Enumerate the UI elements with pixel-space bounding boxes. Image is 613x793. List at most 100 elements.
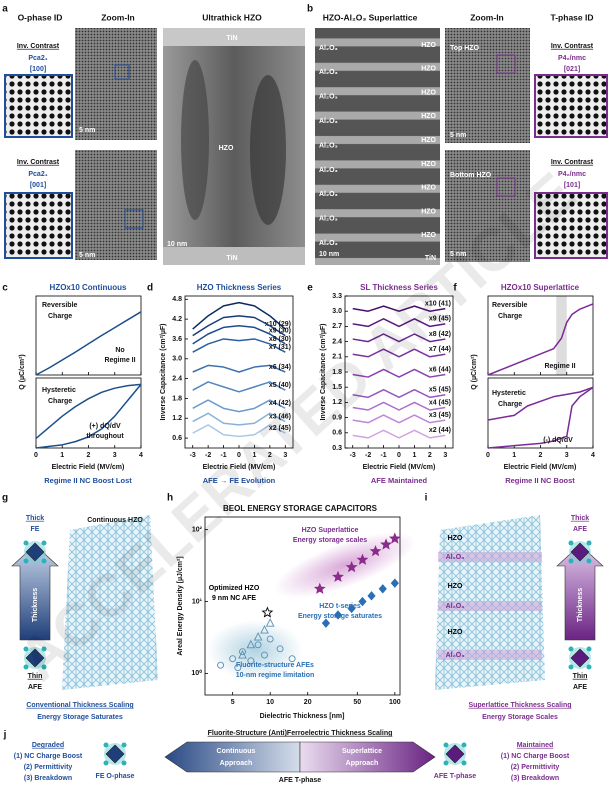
data-line xyxy=(192,364,286,373)
label: [001] xyxy=(30,182,46,189)
label: HZO xyxy=(421,208,436,215)
data-point xyxy=(265,618,275,627)
label: Thickness xyxy=(577,588,584,622)
x-tick-label: 3 xyxy=(283,452,287,459)
annotation: Charge xyxy=(48,398,72,405)
y-tick-label: 3.0 xyxy=(172,356,182,363)
label: AFE T-phase xyxy=(434,773,477,780)
icon xyxy=(25,648,45,668)
y-tick-label: 0.3 xyxy=(332,445,342,452)
label: HZO xyxy=(448,535,463,542)
legend-label: x6 (44) xyxy=(429,366,451,373)
axis-label: Electric Field (MV/cm) xyxy=(203,464,276,471)
legend-label: x4 (42) xyxy=(269,400,291,407)
icon xyxy=(445,744,465,764)
legend-label: x3 (45) xyxy=(429,412,451,419)
legend-label: x2 (45) xyxy=(269,425,291,432)
label: Al₂O₃ xyxy=(319,94,338,101)
label: Energy Storage Scales xyxy=(482,714,558,721)
y-tick-label: 0.6 xyxy=(172,435,182,442)
label: FE O-phase xyxy=(96,773,135,780)
label: Regime II NC Boost Lost xyxy=(44,476,132,485)
x-tick-label: 2 xyxy=(539,452,543,459)
label: Ultrathick HZO xyxy=(202,12,262,22)
label: SL Thickness Series xyxy=(360,283,438,292)
label: Zoom-In xyxy=(470,12,504,22)
data-point xyxy=(239,648,246,656)
data-line xyxy=(35,383,142,449)
label: AFE → FE Evolution xyxy=(203,476,276,485)
data-point xyxy=(238,650,247,659)
annotation: HZO Superlattice xyxy=(302,527,359,534)
label: Thin xyxy=(573,673,588,680)
data-point xyxy=(261,606,274,618)
data-point xyxy=(254,641,262,649)
label: HZO xyxy=(448,629,463,636)
lattice-image xyxy=(534,74,608,138)
label: Al₂O₃ xyxy=(319,240,338,247)
x-tick-label: 0 xyxy=(34,452,38,459)
y-tick-label: 3.0 xyxy=(332,308,342,315)
legend-label: x5 (40) xyxy=(269,382,291,389)
label: Pca2₁ xyxy=(28,171,47,178)
glow xyxy=(274,532,416,598)
label: (1) NC Charge Boost xyxy=(501,753,570,760)
y-tick-label: 4.2 xyxy=(172,316,182,323)
annotation: Hysteretic xyxy=(42,387,76,394)
icon xyxy=(103,760,109,766)
label: [021] xyxy=(564,66,580,73)
data-line xyxy=(192,412,286,426)
label: c xyxy=(2,283,8,294)
label: [101] xyxy=(564,182,580,189)
label: d xyxy=(147,283,153,294)
y-tick-label: 2.4 xyxy=(172,375,182,382)
x-tick-label: 1 xyxy=(252,452,256,459)
label: AFE xyxy=(28,684,42,691)
lattice-image xyxy=(4,74,73,138)
highlight-band xyxy=(556,296,567,375)
label: HZOx10 Superlattice xyxy=(501,283,580,292)
label: Approach xyxy=(346,760,379,767)
annotation: Charge xyxy=(498,313,522,320)
data-point xyxy=(378,584,387,594)
label: b xyxy=(307,4,313,15)
label: Inv. Contrast xyxy=(551,43,594,50)
zoom-image xyxy=(75,150,157,260)
label: Al₂O₃ xyxy=(319,216,338,223)
x-tick-label: 0 xyxy=(486,452,490,459)
data-line xyxy=(487,386,594,421)
label: Degraded xyxy=(32,742,64,749)
y-tick-label: 1.2 xyxy=(332,399,342,406)
icon xyxy=(461,760,467,766)
x-tick-label: 4 xyxy=(139,452,143,459)
label: HZO xyxy=(421,66,436,73)
thickness-arrow xyxy=(556,544,604,641)
icon xyxy=(23,558,29,564)
label: h xyxy=(167,493,173,504)
structure-label: Continuous HZO xyxy=(87,517,143,524)
label: (1) NC Charge Boost xyxy=(14,753,83,760)
annotation: HZO t-series xyxy=(319,603,361,610)
annotation: Regime II xyxy=(544,363,575,370)
zoom-box xyxy=(114,64,130,80)
legend-label: x4 (45) xyxy=(429,399,451,406)
x-tick-label: 4 xyxy=(591,452,595,459)
data-line xyxy=(35,383,142,440)
zoom-image xyxy=(445,150,530,262)
icon xyxy=(570,542,590,562)
label: HZO xyxy=(421,113,436,120)
annotation: Energy storage saturates xyxy=(298,613,382,620)
label: AFE xyxy=(573,684,587,691)
label: Superlattice xyxy=(342,748,382,755)
label: Pca2₁ xyxy=(28,55,47,62)
legend-label: x5 (45) xyxy=(429,387,451,394)
data-point xyxy=(356,553,369,565)
axis-label: Inverse Capacitance (cm²/µF) xyxy=(160,323,167,420)
label: HZO xyxy=(421,232,436,239)
annotation: Energy storage scales xyxy=(293,537,367,544)
data-line xyxy=(352,368,446,378)
label: Al₂O₃ xyxy=(446,554,465,561)
label: TiN xyxy=(226,35,237,42)
icon xyxy=(568,646,574,652)
data-point xyxy=(217,661,225,669)
